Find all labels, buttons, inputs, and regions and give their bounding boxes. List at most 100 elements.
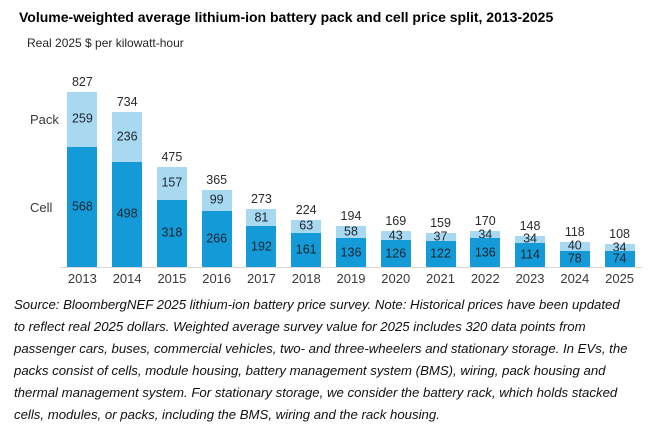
cell-segment: 161 <box>291 232 322 267</box>
cell-value-label: 568 <box>71 199 93 214</box>
x-tick-label: 2016 <box>202 271 232 286</box>
pack-segment: 63 <box>291 218 322 233</box>
pack-value-label: 63 <box>299 218 314 233</box>
chart-units-label: Real 2025 $ per kilowatt-hour <box>27 36 184 50</box>
pack-value-label: 34 <box>612 240 627 255</box>
cell-value-label: 78 <box>567 251 582 266</box>
pack-value-label: 40 <box>567 238 582 253</box>
cell-value-label: 126 <box>385 246 407 261</box>
cell-value-label: 318 <box>161 225 183 240</box>
x-tick-label: 2025 <box>605 271 635 286</box>
cell-value-label: 122 <box>430 246 451 261</box>
cell-segment: 74 <box>604 251 635 267</box>
cell-value-label: 266 <box>206 231 228 246</box>
cell-series-label: Cell <box>30 200 53 215</box>
pack-value-label: 58 <box>344 224 358 239</box>
pack-segment: 43 <box>380 228 411 243</box>
total-value-label: 118 <box>564 225 585 240</box>
x-tick-label: 2022 <box>470 271 500 286</box>
total-value-label: 827 <box>71 75 93 90</box>
total-value-label: 475 <box>161 149 183 164</box>
bar-column: 108 34 74 <box>597 58 642 267</box>
chart-title: Volume-weighted average lithium-ion batt… <box>19 9 554 25</box>
pack-series-label: Pack <box>30 112 59 127</box>
total-value-label: 194 <box>340 208 362 223</box>
bar-column: 734 236 498 <box>105 58 150 267</box>
cell-value-label: 114 <box>520 247 540 262</box>
pack-segment: 157 <box>156 166 187 200</box>
x-tick-label: 2015 <box>157 271 187 286</box>
pack-segment: 259 <box>67 92 98 147</box>
pack-segment: 58 <box>335 224 366 239</box>
x-tick-label: 2021 <box>426 271 455 286</box>
cell-segment: 498 <box>112 161 143 267</box>
pack-segment: 34 <box>515 231 546 246</box>
x-tick-label: 2018 <box>291 271 321 286</box>
x-tick-label: 2014 <box>112 271 142 286</box>
cell-segment: 78 <box>559 250 590 267</box>
x-tick-label: 2024 <box>560 271 590 286</box>
cell-segment: 318 <box>156 199 187 267</box>
x-tick-label: 2017 <box>246 271 276 286</box>
pack-value-label: 259 <box>71 111 93 126</box>
cell-segment: 126 <box>380 240 411 267</box>
cell-segment: 122 <box>425 241 456 267</box>
pack-value-label: 37 <box>433 229 448 244</box>
total-value-label: 224 <box>295 202 317 217</box>
cell-value-label: 136 <box>340 245 362 260</box>
bar-column: 827 259 568 <box>60 58 105 267</box>
cell-segment: 266 <box>201 210 232 267</box>
bar-column: 224 63 161 <box>284 58 329 267</box>
pack-value-label: 34 <box>478 227 493 242</box>
total-value-label: 365 <box>206 172 228 187</box>
pack-value-label: 99 <box>209 192 224 207</box>
cell-segment: 136 <box>335 238 366 267</box>
pack-segment: 34 <box>470 227 501 242</box>
pack-value-label: 43 <box>388 228 403 243</box>
total-value-label: 159 <box>430 216 451 231</box>
total-value-label: 108 <box>609 227 630 242</box>
bar-column: 194 58 136 <box>329 58 374 267</box>
bar-column: 170 34 136 <box>463 58 508 267</box>
total-value-label: 169 <box>385 214 407 229</box>
bar-column: 159 37 122 <box>418 58 463 267</box>
pack-segment: 40 <box>559 238 590 253</box>
pack-value-label: 81 <box>254 210 269 225</box>
pack-value-label: 157 <box>161 175 183 190</box>
total-value-label: 734 <box>116 94 138 109</box>
cell-value-label: 498 <box>116 206 138 221</box>
total-value-label: 273 <box>251 192 272 207</box>
cell-value-label: 136 <box>474 245 496 260</box>
stacked-bar-chart: Pack Cell 827 259 568 734 236 498 475 157 318 365… <box>0 58 670 290</box>
bar-column: 365 99 266 <box>194 58 239 267</box>
x-tick-label: 2013 <box>67 271 97 286</box>
pack-segment: 37 <box>425 229 456 244</box>
pack-segment: 99 <box>201 189 232 211</box>
pack-value-label: 236 <box>116 129 138 144</box>
total-value-label: 148 <box>519 218 541 233</box>
cell-segment: 136 <box>470 238 501 267</box>
cell-segment: 568 <box>67 146 98 267</box>
pack-segment: 34 <box>604 240 635 255</box>
bar-column: 475 157 318 <box>150 58 195 267</box>
plot-area: 827 259 568 734 236 498 475 157 318 365 99 266 273 81… <box>60 58 642 268</box>
bar-column: 273 81 192 <box>239 58 284 267</box>
x-tick-label: 2023 <box>515 271 545 286</box>
total-value-label: 170 <box>474 214 496 229</box>
cell-value-label: 74 <box>612 251 627 266</box>
source-note: Source: BloombergNEF 2025 lithium-ion ba… <box>14 297 628 422</box>
cell-value-label: 192 <box>251 239 272 254</box>
x-tick-label: 2020 <box>381 271 411 286</box>
bar-column: 148 34 114 <box>508 58 553 267</box>
pack-segment: 81 <box>246 209 277 227</box>
bar-column: 169 43 126 <box>373 58 418 267</box>
bar-column: 118 40 78 <box>552 58 597 267</box>
pack-segment: 236 <box>112 111 143 162</box>
x-axis-labels: 2013 2014 2015 2016 2017 2018 2019 2020 2021 2022… <box>60 271 642 286</box>
x-tick-label: 2019 <box>336 271 366 286</box>
cell-segment: 114 <box>515 242 546 267</box>
pack-value-label: 34 <box>523 231 537 246</box>
cell-segment: 192 <box>246 226 277 267</box>
cell-value-label: 161 <box>295 242 317 257</box>
